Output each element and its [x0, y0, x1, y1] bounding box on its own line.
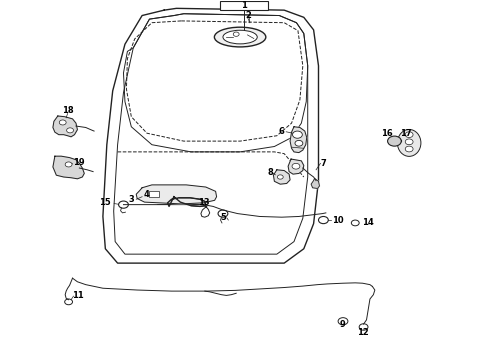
Polygon shape [273, 170, 290, 184]
Circle shape [405, 139, 413, 145]
Circle shape [292, 163, 300, 169]
Text: 7: 7 [320, 159, 326, 168]
Circle shape [67, 128, 74, 133]
Text: 16: 16 [381, 130, 393, 139]
Circle shape [59, 120, 66, 125]
Circle shape [233, 32, 239, 36]
Circle shape [405, 132, 413, 138]
Polygon shape [136, 185, 217, 204]
Polygon shape [53, 116, 77, 137]
Text: 1: 1 [241, 1, 247, 10]
Polygon shape [290, 127, 307, 153]
Text: 19: 19 [73, 158, 84, 167]
Text: 18: 18 [62, 107, 74, 116]
Text: 11: 11 [73, 291, 84, 300]
Text: 5: 5 [220, 213, 226, 222]
Text: 3: 3 [128, 195, 134, 204]
Ellipse shape [215, 27, 266, 47]
FancyBboxPatch shape [220, 1, 268, 10]
Text: 13: 13 [197, 198, 209, 207]
Polygon shape [53, 156, 84, 179]
Polygon shape [311, 179, 319, 189]
FancyBboxPatch shape [149, 191, 159, 197]
Circle shape [405, 146, 413, 152]
Text: 12: 12 [357, 328, 368, 337]
Polygon shape [288, 159, 304, 174]
Text: 10: 10 [332, 216, 344, 225]
Circle shape [293, 131, 302, 138]
Ellipse shape [397, 130, 421, 156]
Circle shape [65, 162, 72, 167]
Text: 4: 4 [143, 190, 149, 199]
Text: 9: 9 [340, 320, 346, 329]
Text: 8: 8 [268, 168, 273, 177]
Text: 17: 17 [400, 130, 412, 139]
Text: 14: 14 [362, 219, 373, 228]
Circle shape [277, 175, 283, 179]
Text: 2: 2 [245, 11, 251, 20]
Text: 15: 15 [99, 198, 111, 207]
Ellipse shape [223, 30, 257, 44]
Circle shape [295, 140, 303, 146]
Circle shape [388, 136, 401, 146]
Text: 6: 6 [279, 127, 285, 136]
